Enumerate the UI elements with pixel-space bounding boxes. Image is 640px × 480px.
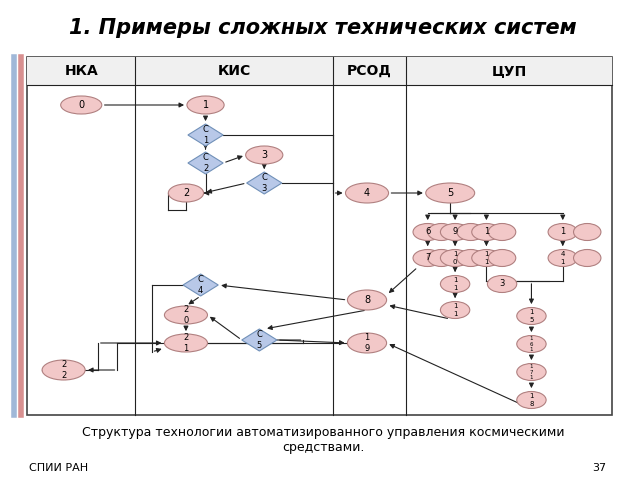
Bar	[28, 57, 612, 415]
Text: 2
1: 2 1	[183, 333, 189, 353]
Text: 1. Примеры сложных технических систем: 1. Примеры сложных технических систем	[69, 18, 577, 38]
Ellipse shape	[348, 333, 387, 353]
Text: 1: 1	[202, 100, 209, 110]
Text: 1: 1	[484, 228, 489, 237]
Text: 1: 1	[560, 228, 565, 237]
Ellipse shape	[457, 250, 484, 266]
Ellipse shape	[346, 183, 388, 203]
Text: 4: 4	[364, 188, 370, 198]
Text: ЦУП: ЦУП	[492, 64, 527, 78]
Ellipse shape	[413, 224, 442, 240]
Text: 1
6
1: 1 6 1	[530, 336, 533, 352]
Text: 2: 2	[183, 188, 189, 198]
Text: C
5: C 5	[257, 330, 262, 350]
Text: 1
7
1: 1 7 1	[530, 364, 533, 380]
Text: C
2: C 2	[203, 153, 209, 173]
Ellipse shape	[428, 250, 455, 266]
Ellipse shape	[548, 224, 577, 240]
Ellipse shape	[164, 306, 207, 324]
Ellipse shape	[426, 183, 475, 203]
Text: C
3: C 3	[261, 173, 267, 192]
Polygon shape	[246, 172, 282, 194]
Ellipse shape	[348, 290, 387, 310]
Ellipse shape	[61, 96, 102, 114]
Text: РСОД: РСОД	[346, 64, 392, 78]
Text: СПИИ РАН: СПИИ РАН	[29, 463, 88, 473]
Ellipse shape	[440, 276, 470, 292]
Ellipse shape	[488, 276, 516, 292]
Text: C
1: C 1	[203, 125, 209, 144]
Text: 8: 8	[364, 295, 370, 305]
Polygon shape	[188, 152, 223, 174]
Ellipse shape	[440, 224, 470, 240]
Ellipse shape	[187, 96, 224, 114]
Text: 4
1: 4 1	[561, 252, 565, 264]
Text: 7: 7	[425, 253, 430, 263]
Text: 2
2: 2 2	[61, 360, 67, 380]
Text: 1
9: 1 9	[364, 333, 370, 353]
Bar	[28, 57, 612, 85]
Ellipse shape	[164, 334, 207, 352]
Text: 0: 0	[78, 100, 84, 110]
Text: 37: 37	[593, 463, 607, 473]
Text: 1
8: 1 8	[529, 394, 534, 407]
Text: 6: 6	[425, 228, 430, 237]
Ellipse shape	[440, 301, 470, 319]
Ellipse shape	[42, 360, 85, 380]
Ellipse shape	[516, 336, 546, 352]
Ellipse shape	[472, 250, 501, 266]
Ellipse shape	[413, 250, 442, 266]
Ellipse shape	[488, 250, 516, 266]
Ellipse shape	[472, 224, 501, 240]
Text: 1
1: 1 1	[453, 303, 458, 316]
Ellipse shape	[516, 392, 546, 408]
Ellipse shape	[573, 224, 601, 240]
Ellipse shape	[246, 146, 283, 164]
Text: 3: 3	[261, 150, 268, 160]
Polygon shape	[242, 329, 277, 351]
Text: 1
5: 1 5	[529, 310, 534, 323]
Text: 5: 5	[447, 188, 453, 198]
Text: 2
0: 2 0	[183, 305, 189, 324]
Text: 1
0: 1 0	[453, 252, 458, 264]
Ellipse shape	[548, 250, 577, 266]
Ellipse shape	[457, 224, 484, 240]
Text: Структура технологии автоматизированного управления космическими
средствами.: Структура технологии автоматизированного…	[82, 426, 564, 454]
Ellipse shape	[428, 224, 455, 240]
Polygon shape	[188, 124, 223, 146]
Ellipse shape	[516, 363, 546, 381]
Text: 1
1: 1 1	[453, 277, 458, 290]
Text: КИС: КИС	[218, 64, 250, 78]
Text: 1
1: 1 1	[484, 252, 489, 264]
Polygon shape	[183, 274, 218, 296]
Ellipse shape	[516, 308, 546, 324]
Ellipse shape	[573, 250, 601, 266]
Ellipse shape	[440, 250, 470, 266]
Text: НКА: НКА	[65, 64, 98, 78]
Text: 3: 3	[499, 279, 505, 288]
Ellipse shape	[488, 224, 516, 240]
Text: C
4: C 4	[198, 276, 204, 295]
Text: 9: 9	[452, 228, 458, 237]
Ellipse shape	[168, 184, 204, 202]
